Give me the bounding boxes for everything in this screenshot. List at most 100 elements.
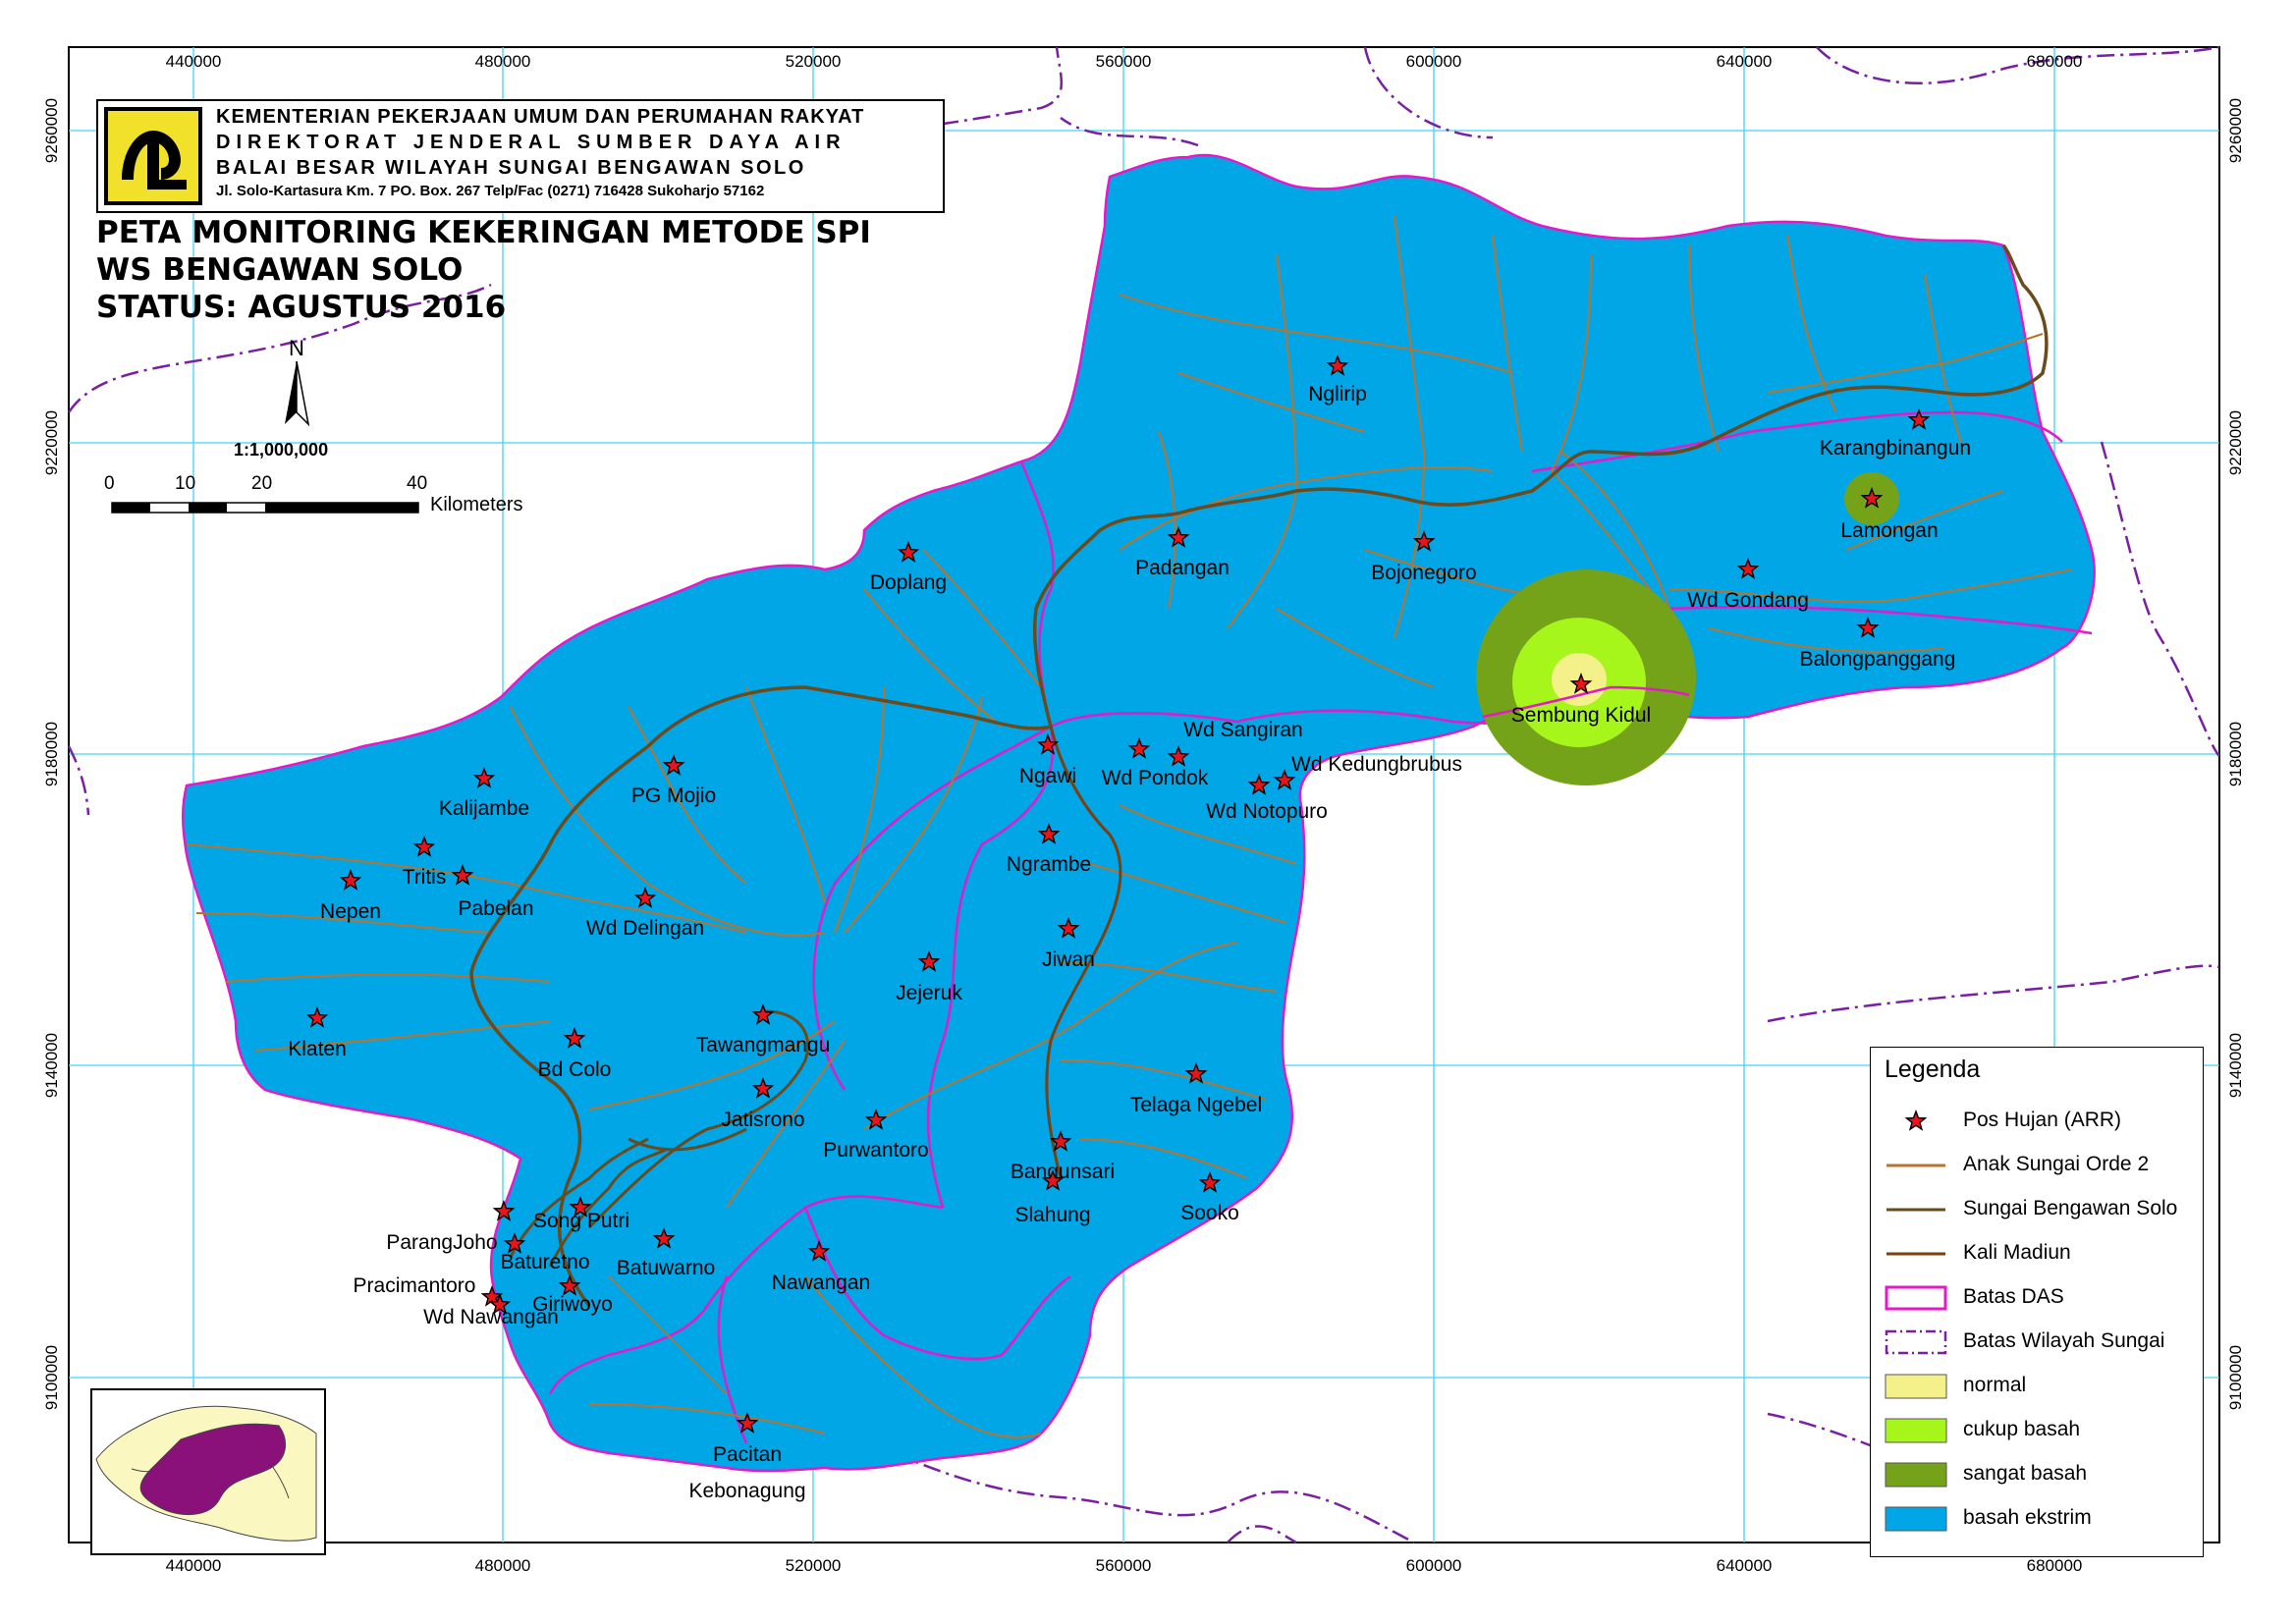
station-label-wd-sangiran: Wd Sangiran <box>1183 719 1302 741</box>
station-star-icon-pg-mojio <box>662 754 685 776</box>
map-title-line-3: STATUS: AGUSTUS 2016 <box>96 290 507 325</box>
station-label-klaten: Klaten <box>288 1038 347 1060</box>
y-tick-right: 9260000 <box>2226 98 2245 163</box>
station-star-icon-kalijambe <box>472 767 496 788</box>
station-label-pabelan: Pabelan <box>458 897 533 920</box>
header-line-address: Jl. Solo-Kartasura Km. 7 PO. Box. 267 Te… <box>216 183 765 199</box>
header-line-directorate: DIREKTORAT JENDERAL SUMBER DAYA AIR <box>216 132 847 153</box>
station-label-wd-notopuro: Wd Notopuro <box>1206 800 1328 823</box>
station-star-icon-song-putri <box>569 1196 592 1218</box>
x-tick-top: 520000 <box>786 52 842 71</box>
y-tick-left: 9180000 <box>42 722 61 786</box>
legend-label-normal: normal <box>1963 1374 2027 1396</box>
x-tick-bottom: 440000 <box>166 1556 222 1575</box>
station-star-icon-sembung-kidul <box>1569 673 1593 694</box>
station-label-telaga-ngebel: Telaga Ngebel <box>1130 1094 1262 1116</box>
legend-symbol-batas-wilayah-sungai <box>1885 1329 1947 1355</box>
legend-symbol-kali-madiun <box>1885 1241 1947 1267</box>
station-star-icon-wd-kedungbrubus <box>1273 769 1296 790</box>
station-label-tawangmangu: Tawangmangu <box>696 1034 831 1056</box>
x-tick-bottom: 480000 <box>475 1556 531 1575</box>
station-label-ngrambe: Ngrambe <box>1007 853 1091 876</box>
spi-anomaly-sembung-kidul <box>1476 569 1696 785</box>
station-star-icon-wd-delingan <box>633 887 657 908</box>
scale-bar <box>111 502 419 514</box>
legend-item: sangat basah <box>1885 1456 2199 1489</box>
axis-labels: 440000 440000 480000 480000 520000 520000 5600… <box>42 52 2245 1575</box>
station-label-wd-gondang: Wd Gondang <box>1687 589 1809 612</box>
station-label-bangunsari: Bangunsari <box>1011 1161 1115 1183</box>
x-tick-top: 640000 <box>1717 52 1773 71</box>
legend-item: Pos Hujan (ARR) <box>1885 1103 2199 1136</box>
map-title: PETA MONITORING KEKERINGAN METODE SPI WS… <box>96 214 871 326</box>
station-label-pacitan: Pacitan <box>713 1443 782 1466</box>
station-star-icon-ngawi <box>1036 733 1060 755</box>
legend-label-sungai-bengawan-solo: Sungai Bengawan Solo <box>1963 1197 2178 1219</box>
legend-item: basah ekstrim <box>1885 1500 2199 1534</box>
x-tick-bottom: 680000 <box>2027 1556 2083 1575</box>
legend-title: Legenda <box>1885 1056 1981 1083</box>
station-star-icon-lamongan <box>1860 487 1884 509</box>
x-tick-bottom: 520000 <box>786 1556 842 1575</box>
y-tick-right: 9220000 <box>2226 410 2245 475</box>
legend-item: Sungai Bengawan Solo <box>1885 1191 2199 1224</box>
legend-symbol-batas-das <box>1885 1285 1947 1311</box>
legend-symbol-sangat-basah <box>1885 1462 1947 1488</box>
station-label-parangjoho: ParangJoho <box>386 1231 497 1254</box>
station-star-icon-telaga-ngebel <box>1184 1062 1208 1084</box>
station-label-jiwan: Jiwan <box>1042 948 1095 971</box>
station-star-icon-baturetno <box>503 1232 526 1254</box>
station-star-icon-wd-pondok <box>1127 737 1151 759</box>
station-star-icon-tritis <box>412 836 436 857</box>
scale-unit: Kilometers <box>430 494 523 515</box>
x-tick-top: 440000 <box>166 52 222 71</box>
station-label-giriwoyo: Giriwoyo <box>532 1293 613 1316</box>
legend: Legenda Pos Hujan (ARR) Anak Sungai Orde … <box>1870 1047 2204 1557</box>
station-label-slahung: Slahung <box>1014 1204 1090 1226</box>
x-tick-top: 480000 <box>475 52 531 71</box>
station-label-jatisrono: Jatisrono <box>721 1109 804 1131</box>
station-label-padangan: Padangan <box>1135 557 1230 579</box>
station-star-icon-tawangmangu <box>751 1003 775 1025</box>
legend-symbol-pos-hujan-arr--icon <box>1885 1109 1947 1134</box>
legend-label-pos-hujan-arr-: Pos Hujan (ARR) <box>1963 1109 2122 1131</box>
station-star-icon-nawangan <box>807 1240 831 1262</box>
legend-symbol-sungai-bengawan-solo <box>1885 1197 1947 1222</box>
station-label-purwantoro: Purwantoro <box>823 1139 928 1162</box>
station-star-icon-wd-sangiran <box>1167 745 1190 767</box>
station-star-icon-parangjoho <box>492 1200 516 1221</box>
north-label: N <box>289 336 304 360</box>
station-label-wd-nawangan: Wd Nawangan <box>423 1306 559 1328</box>
inset-locator-map <box>90 1388 326 1555</box>
scale-tick-0: 0 <box>104 473 115 494</box>
legend-symbol-cukup-basah <box>1885 1418 1947 1443</box>
station-label-lamongan: Lamongan <box>1840 519 1938 542</box>
station-star-icon-jejeruk <box>917 950 941 972</box>
station-label-balongpanggang: Balongpanggang <box>1800 648 1956 671</box>
x-tick-top: 680000 <box>2027 52 2083 71</box>
station-star-icon-slahung <box>1041 1169 1065 1191</box>
station-label-ngawi: Ngawi <box>1019 765 1076 787</box>
map-title-line-2: WS BENGAWAN SOLO <box>96 252 464 288</box>
station-star-icon-pabelan <box>451 864 474 886</box>
station-label-karangbinangun: Karangbinangun <box>1820 437 1971 460</box>
station-label-wd-kedungbrubus: Wd Kedungbrubus <box>1291 753 1462 776</box>
station-star-icon-bd-colo <box>563 1027 586 1049</box>
legend-item: normal <box>1885 1368 2199 1401</box>
station-star-icon-jiwan <box>1057 917 1080 939</box>
station-star-icon-ngrambe <box>1037 823 1061 844</box>
station-label-nepen: Nepen <box>320 900 381 923</box>
header-line-ministry: KEMENTERIAN PEKERJAAN UMUM DAN PERUMAHAN… <box>216 106 865 128</box>
legend-item: cukup basah <box>1885 1412 2199 1445</box>
station-label-pracimantoro: Pracimantoro <box>354 1274 476 1297</box>
station-star-icon-sooko <box>1198 1171 1222 1193</box>
station-label-nglirip: Nglirip <box>1308 383 1367 406</box>
station-star-icon-wd-nawangan <box>488 1293 512 1315</box>
x-tick-top: 600000 <box>1406 52 1462 71</box>
y-tick-left: 9140000 <box>42 1033 61 1098</box>
station-star-icon-doplang <box>897 541 920 563</box>
ministry-logo-icon <box>104 107 202 205</box>
station-label-song-putri: Song Putri <box>533 1210 629 1232</box>
station-star-icon-wd-gondang <box>1736 558 1760 579</box>
y-tick-right: 9140000 <box>2226 1033 2245 1098</box>
